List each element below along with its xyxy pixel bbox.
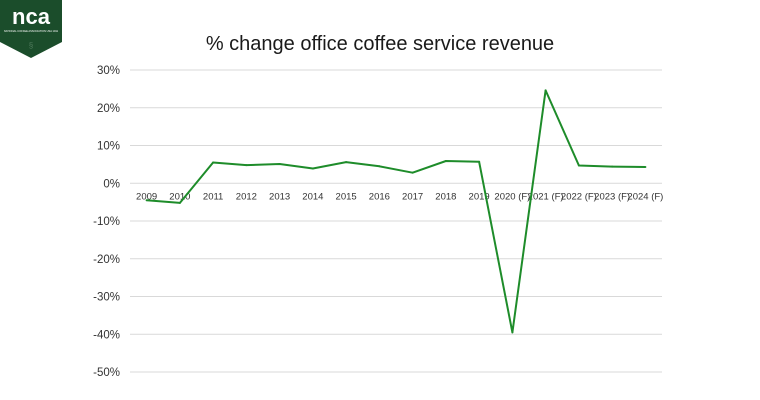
data-point [478,160,481,163]
nca-logo: nca NATIONAL COFFEE ASSOCIATION USA 1911… [0,0,62,58]
series-line [146,89,646,334]
y-tick-label: 0% [103,178,120,190]
x-tick-label: 2021 (F) [528,191,564,202]
chart-title: % change office coffee service revenue [205,33,555,55]
data-point [444,159,447,162]
x-tick-label: 2009 [136,191,157,202]
data-point [511,331,514,334]
x-tick-label: 2022 (F) [561,191,597,202]
x-tick-label: 2024 (F) [627,191,663,202]
data-point [345,161,348,164]
data-point [577,164,580,167]
data-point [145,199,148,202]
logo-text: nca [12,4,51,29]
y-tick-label: 20% [97,103,120,115]
data-point [611,165,614,168]
x-tick-label: 2010 [169,191,190,202]
data-point [378,165,381,168]
y-tick-label: -30% [93,292,120,304]
x-tick-label: 2020 (F) [494,191,530,202]
data-point [245,164,248,167]
logo-shield [0,0,62,58]
data-point [411,171,414,174]
data-point [544,89,547,92]
y-tick-label: 10% [97,141,120,153]
x-tick-label: 2011 [203,191,223,202]
x-tick-label: 2014 [302,191,323,202]
logo-bean-icon: § [29,41,33,50]
x-tick-label: 2016 [369,191,390,202]
data-point [212,161,215,164]
x-tick-label: 2015 [336,191,357,202]
x-tick-label: 2012 [236,191,257,202]
x-tick-label: 2019 [469,191,490,202]
y-tick-label: 30% [97,65,120,77]
data-point [278,162,281,165]
data-point [311,167,314,170]
y-tick-label: -50% [93,367,120,379]
x-tick-label: 2013 [269,191,290,202]
data-point [644,166,647,169]
x-tick-label: 2017 [402,191,423,202]
x-tick-label: 2023 (F) [594,191,630,202]
logo-tagline: NATIONAL COFFEE ASSOCIATION USA 1911 [4,29,59,33]
data-point [178,201,181,204]
y-tick-label: -10% [93,216,120,228]
x-tick-label: 2018 [435,191,456,202]
y-tick-label: -40% [93,329,120,341]
y-tick-label: -20% [93,254,120,266]
